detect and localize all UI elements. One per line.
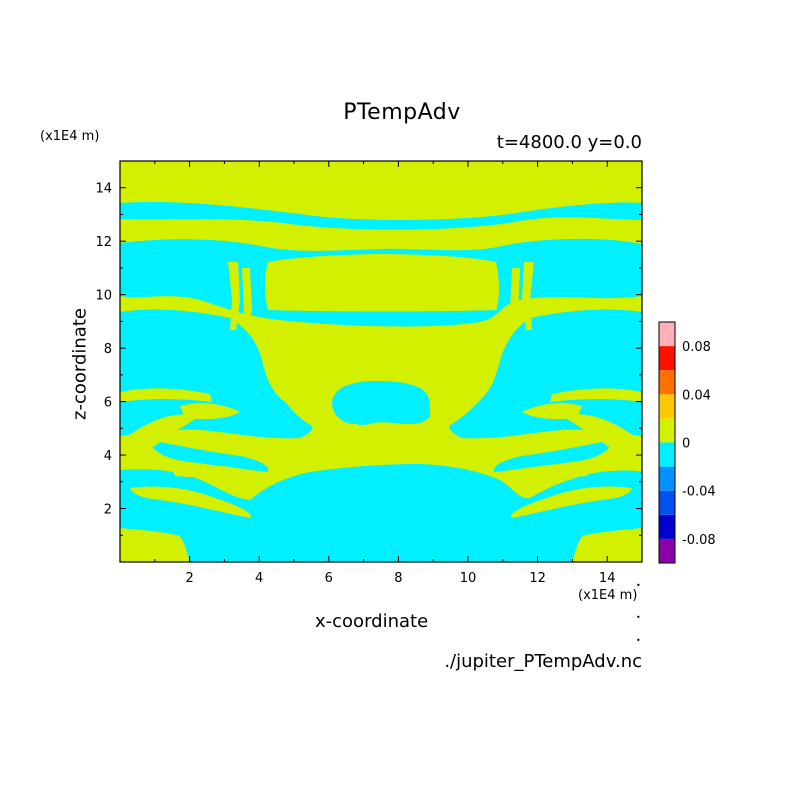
positive-regions: [120, 254, 642, 562]
negative-region: [577, 510, 642, 530]
colorbar-label: -0.08: [682, 533, 716, 548]
x-tick-label: 8: [394, 571, 402, 586]
x-axis-label: x-coordinate: [315, 611, 429, 632]
positive-region: [522, 262, 534, 330]
positive-region: [507, 464, 592, 480]
y-tick-label: 8: [104, 342, 112, 357]
colorbar-swatch: [659, 442, 675, 467]
positive-region: [242, 268, 252, 330]
positive-region: [572, 528, 642, 562]
positive-region: [228, 262, 240, 330]
colorbar-label: -0.04: [682, 485, 716, 500]
x-axis-unit: (x1E4 m): [578, 588, 638, 603]
colorbar: 0.08 0.04 0 -0.04 -0.08: [658, 321, 716, 564]
x-tick-label: 14: [599, 571, 616, 586]
positive-region: [125, 414, 200, 456]
positive-region: [120, 528, 190, 562]
x-tick-label: 2: [185, 571, 193, 586]
colorbar-swatch: [659, 346, 675, 371]
plot-frame: [119, 160, 643, 563]
positive-region: [366, 426, 374, 456]
negative-region: [120, 510, 185, 530]
positive-region: [120, 388, 212, 402]
chart-title: PTempAdv: [343, 100, 461, 125]
positive-region: [130, 486, 251, 518]
source-file-label: ./jupiter_PTempAdv.nc: [444, 651, 642, 672]
positive-region: [511, 486, 632, 518]
positive-region: [438, 430, 448, 458]
positive-region: [466, 440, 474, 458]
positive-region: [348, 424, 358, 452]
positive-region: [406, 424, 416, 452]
negative-region: [493, 440, 612, 472]
colorbar-swatch: [659, 394, 675, 419]
x-tick-label: 6: [325, 571, 333, 586]
mark-dot: •: [636, 636, 641, 645]
negative-region: [150, 440, 269, 472]
colorbar-swatch: [659, 418, 675, 443]
positive-region: [170, 464, 255, 480]
positive-region: [290, 440, 298, 458]
positive-region: [180, 403, 240, 420]
heatmap-field: [120, 161, 642, 562]
colorbar-swatch: [659, 490, 675, 515]
negative-region: [332, 380, 435, 426]
colorbar-label: 0.08: [682, 340, 711, 355]
colorbar-swatch: [659, 514, 675, 539]
colorbar-frame: [658, 321, 676, 564]
negative-region: [120, 309, 314, 439]
unit-marks: • • •: [636, 581, 641, 645]
chart-subtitle: t=4800.0 y=0.0: [496, 132, 642, 153]
positive-region: [390, 426, 398, 456]
negative-region: [120, 202, 642, 230]
colorbar-swatch: [659, 466, 675, 491]
positive-region: [265, 254, 499, 312]
positive-region: [510, 268, 520, 330]
y-tick-label: 12: [95, 235, 112, 250]
positive-region: [550, 388, 642, 402]
positive-region: [522, 403, 582, 420]
y-tick-label: 6: [104, 396, 112, 411]
y-axis: 2 4 6 8 10 12 14: [95, 182, 642, 536]
colorbar-swatch: [659, 538, 675, 563]
colorbar-swatch: [659, 322, 675, 347]
mark-dot: •: [636, 581, 641, 590]
colorbar-swatch: [659, 370, 675, 395]
y-tick-label: 14: [95, 182, 112, 197]
y-tick-label: 10: [95, 289, 112, 304]
negative-region: [120, 464, 642, 562]
x-tick-label: 4: [255, 571, 263, 586]
positive-region: [261, 328, 503, 430]
y-tick-label: 4: [104, 449, 112, 464]
positive-region: [316, 430, 326, 458]
x-tick-label: 10: [460, 571, 477, 586]
positive-region: [562, 414, 637, 456]
y-tick-label: 2: [104, 503, 112, 518]
x-axis: 2 4 6 8 10 12 14: [154, 161, 616, 586]
colorbar-label: 0.04: [682, 388, 711, 403]
colorbar-label: 0: [682, 437, 690, 452]
x-tick-label: 12: [529, 571, 546, 586]
positive-region: [332, 426, 342, 456]
y-axis-unit: (x1E4 m): [40, 129, 100, 144]
mark-dot: •: [636, 613, 641, 622]
negative-region: [448, 309, 642, 439]
positive-region: [422, 426, 432, 456]
